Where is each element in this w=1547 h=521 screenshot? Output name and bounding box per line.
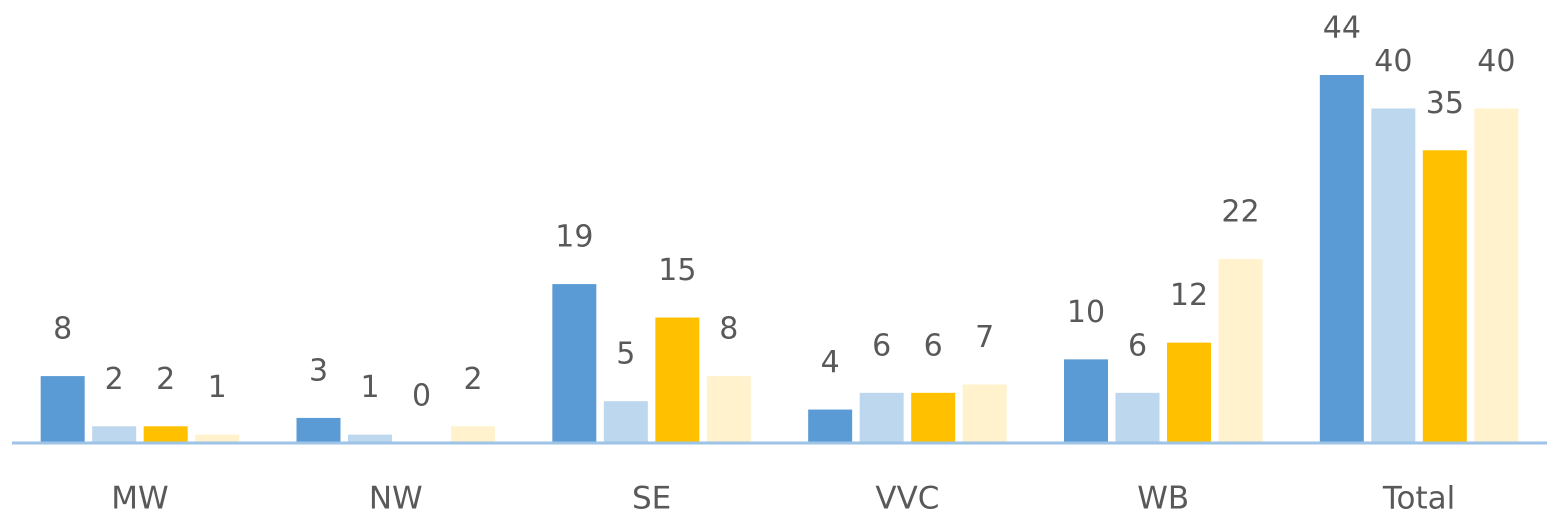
- bar: [808, 409, 853, 443]
- x-tick-label: Total: [1382, 481, 1455, 517]
- bar: [143, 426, 188, 443]
- bar: [1319, 75, 1364, 443]
- data-label: 2: [156, 362, 175, 397]
- bar: [1218, 259, 1263, 443]
- data-label: 12: [1170, 278, 1208, 313]
- bar: [296, 417, 341, 443]
- data-label: 35: [1426, 86, 1464, 121]
- bar: [911, 392, 956, 443]
- data-label: 6: [872, 328, 891, 363]
- data-label: 8: [719, 312, 738, 347]
- x-tick-label: VVC: [875, 481, 939, 517]
- data-label: 2: [105, 362, 124, 397]
- data-label: 5: [616, 337, 635, 372]
- data-label: 10: [1067, 295, 1105, 330]
- data-label: 15: [658, 253, 696, 288]
- bar: [1422, 150, 1467, 444]
- x-tick-label: NW: [369, 481, 423, 517]
- x-tick-label: MW: [111, 481, 168, 517]
- data-label: 1: [208, 370, 227, 405]
- data-label: 2: [463, 362, 482, 397]
- data-label: 6: [1128, 328, 1147, 363]
- bar: [1371, 108, 1416, 444]
- data-label: 1: [360, 370, 379, 405]
- x-tick-label: WB: [1137, 481, 1189, 517]
- bar: [92, 426, 137, 443]
- bar: [655, 317, 700, 443]
- bar: [859, 392, 904, 443]
- bar: [348, 434, 392, 443]
- data-label: 40: [1477, 44, 1515, 79]
- data-label: 22: [1221, 195, 1259, 230]
- bar: [603, 401, 648, 443]
- data-label: 6: [924, 328, 943, 363]
- bar: [1474, 108, 1519, 444]
- bar: [552, 284, 597, 443]
- data-label: 19: [555, 220, 593, 255]
- bar: [706, 376, 751, 443]
- bar: [1115, 392, 1160, 443]
- data-label: 40: [1374, 44, 1412, 79]
- bar: [195, 434, 240, 443]
- x-tick-label: SE: [632, 481, 671, 517]
- bar: [40, 376, 85, 443]
- data-label: 7: [975, 320, 994, 355]
- bar: [962, 384, 1007, 443]
- data-label: 44: [1323, 11, 1361, 46]
- data-label: 4: [821, 345, 840, 380]
- data-label: 8: [53, 312, 72, 347]
- data-label: 3: [309, 353, 328, 388]
- bar: [1167, 342, 1211, 443]
- bar: [1064, 359, 1108, 443]
- bar: [451, 426, 495, 443]
- data-label: 0: [412, 379, 431, 414]
